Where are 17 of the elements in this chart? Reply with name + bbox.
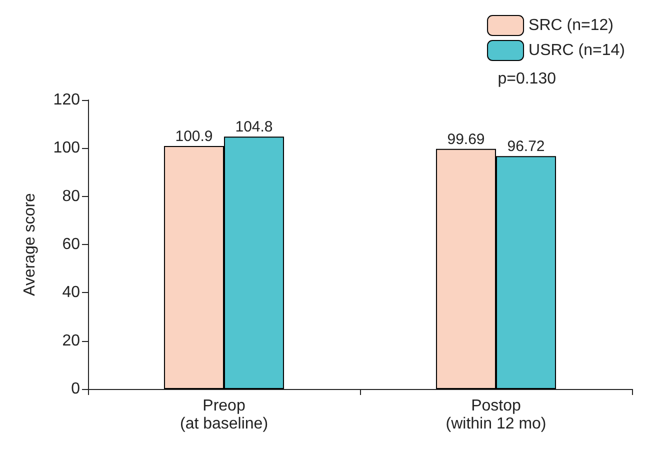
- x-tick-label: Postop (within 12 mo): [446, 398, 546, 432]
- data-label: 104.8: [235, 118, 273, 136]
- y-tick-label: 60: [62, 236, 80, 253]
- y-tick-label: 120: [53, 92, 80, 108]
- y-axis-title: Average score: [22, 192, 38, 296]
- x-tick-label: Preop (at baseline): [180, 398, 268, 432]
- data-label: 100.9: [175, 128, 213, 145]
- y-tick-label: 20: [62, 332, 80, 350]
- y-tick-label: 80: [62, 188, 80, 205]
- legend-label: USRC (n=14): [528, 42, 626, 59]
- text: p=0.130: [498, 70, 556, 88]
- y-tick-label: 40: [62, 284, 80, 302]
- data-label: 96.72: [507, 138, 545, 156]
- legend-label: SRC (n=12): [528, 17, 614, 34]
- data-label: 99.69: [447, 130, 485, 148]
- y-tick-label: 0: [71, 380, 80, 398]
- y-tick-label: 100: [53, 140, 80, 157]
